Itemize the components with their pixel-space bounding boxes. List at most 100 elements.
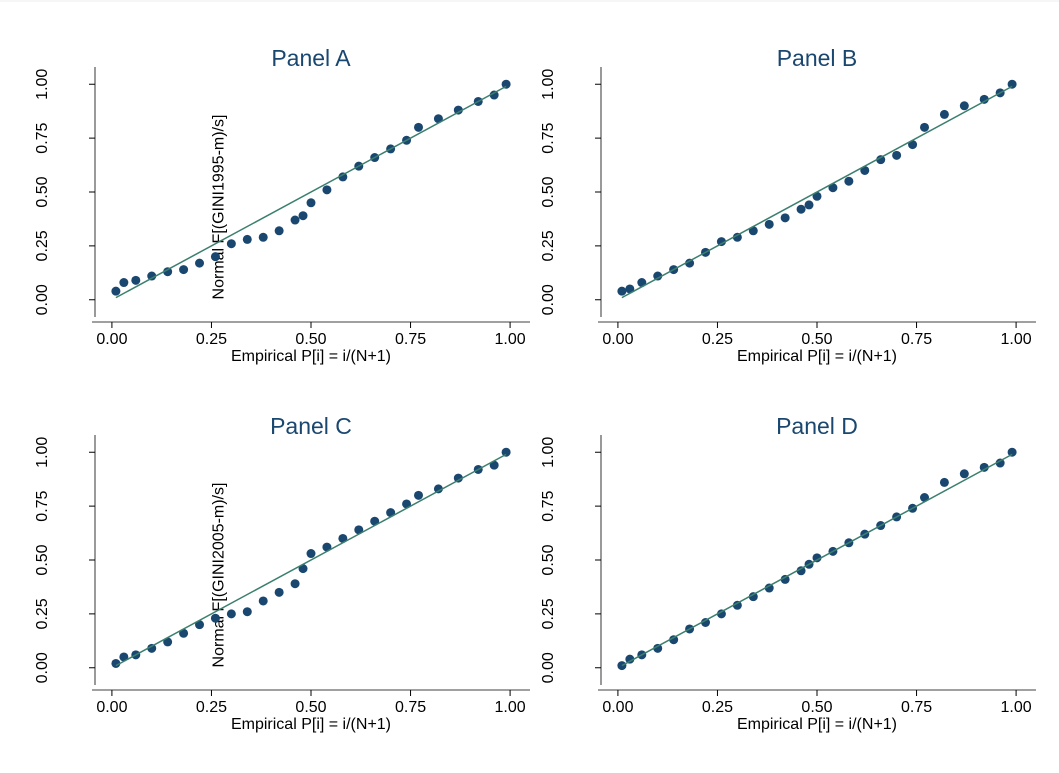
point (414, 490, 424, 500)
y-axis-label: Normal F[(GINI2005-m)/s] (211, 483, 228, 668)
x-tick-label: 0.00 (96, 331, 127, 348)
point (210, 252, 220, 262)
x-tick-label: 0.50 (801, 699, 832, 716)
y-tick-label: 0.00 (34, 652, 51, 683)
point (764, 583, 774, 593)
x-tick-label: 0.75 (901, 331, 932, 348)
point (147, 643, 157, 653)
y-tick-label: 0.75 (540, 490, 557, 521)
y-tick-label: 1.00 (540, 437, 557, 468)
y-tick-label: 0.75 (34, 490, 51, 521)
point (979, 462, 989, 472)
point (290, 579, 300, 589)
point (653, 271, 663, 281)
point (501, 79, 511, 89)
y-tick-label: 0.75 (540, 122, 557, 153)
point (258, 596, 268, 606)
point (433, 484, 443, 494)
x-tick-label: 0.50 (295, 699, 326, 716)
x-tick-label: 0.75 (395, 331, 426, 348)
panel-title: Panel B (777, 45, 858, 71)
point (701, 618, 711, 627)
x-tick-label: 1.00 (495, 331, 526, 348)
point (979, 94, 989, 104)
point (685, 258, 695, 268)
point (732, 600, 742, 610)
y-tick-label: 0.75 (34, 122, 51, 153)
point (226, 609, 236, 619)
y-tick-label: 0.50 (34, 176, 51, 207)
point (163, 267, 173, 277)
point (716, 609, 726, 619)
point (111, 658, 121, 668)
point (653, 643, 663, 653)
point (812, 553, 822, 563)
point (453, 473, 463, 483)
point (716, 237, 726, 247)
point (669, 635, 679, 645)
point (414, 122, 424, 132)
point (748, 592, 758, 602)
y-tick-label: 0.50 (540, 544, 557, 575)
x-tick-label: 0.25 (702, 331, 733, 348)
point (876, 155, 886, 165)
x-axis-label: Empirical P[i] = i/(N+1) (737, 348, 897, 365)
y-tick-label: 0.25 (34, 598, 51, 629)
point (780, 574, 790, 584)
point (501, 447, 511, 457)
panel-title: Panel C (270, 413, 352, 439)
point (732, 232, 742, 242)
point (625, 654, 635, 664)
point (290, 215, 300, 225)
point (780, 213, 790, 223)
point (147, 271, 157, 281)
point (939, 477, 949, 487)
reference-line (621, 85, 1013, 299)
point (764, 219, 774, 229)
point (306, 198, 316, 208)
y-tick-label: 1.00 (540, 69, 557, 100)
point (226, 239, 236, 249)
point (306, 549, 316, 559)
x-tick-label: 0.25 (702, 699, 733, 716)
point (1007, 79, 1017, 89)
point (111, 286, 121, 296)
y-tick-label: 0.00 (34, 284, 51, 315)
y-tick-label: 0.50 (34, 544, 51, 575)
point (1007, 447, 1017, 457)
y-tick-label: 1.00 (34, 437, 51, 468)
x-tick-label: 0.50 (801, 331, 832, 348)
x-tick-label: 0.75 (395, 699, 426, 716)
point (210, 613, 220, 623)
x-axis-label: Empirical P[i] = i/(N+1) (231, 348, 391, 365)
point (804, 200, 814, 210)
point (298, 211, 308, 221)
y-tick-label: 0.25 (540, 230, 557, 261)
point (195, 258, 205, 268)
x-tick-label: 0.00 (96, 699, 127, 716)
point (920, 122, 930, 132)
point (119, 278, 129, 288)
point (242, 234, 252, 244)
reference-line (115, 85, 507, 299)
point (274, 226, 284, 236)
point (274, 587, 284, 597)
y-axis-label: Normal F[(GINI1995-m)/s] (211, 115, 228, 300)
y-tick-label: 0.25 (540, 598, 557, 629)
x-tick-label: 0.25 (196, 699, 227, 716)
x-axis-label: Empirical P[i] = i/(N+1) (231, 716, 391, 733)
panel-title: Panel D (776, 413, 858, 439)
x-tick-label: 0.50 (295, 331, 326, 348)
x-tick-label: 0.75 (901, 699, 932, 716)
x-tick-label: 1.00 (1001, 699, 1032, 716)
reference-line (621, 453, 1013, 667)
y-tick-label: 0.00 (540, 284, 557, 315)
point (489, 90, 499, 100)
point (796, 566, 806, 576)
point (995, 458, 1005, 468)
point (796, 204, 806, 214)
x-axis-label: Empirical P[i] = i/(N+1) (737, 716, 897, 733)
x-tick-label: 1.00 (495, 699, 526, 716)
